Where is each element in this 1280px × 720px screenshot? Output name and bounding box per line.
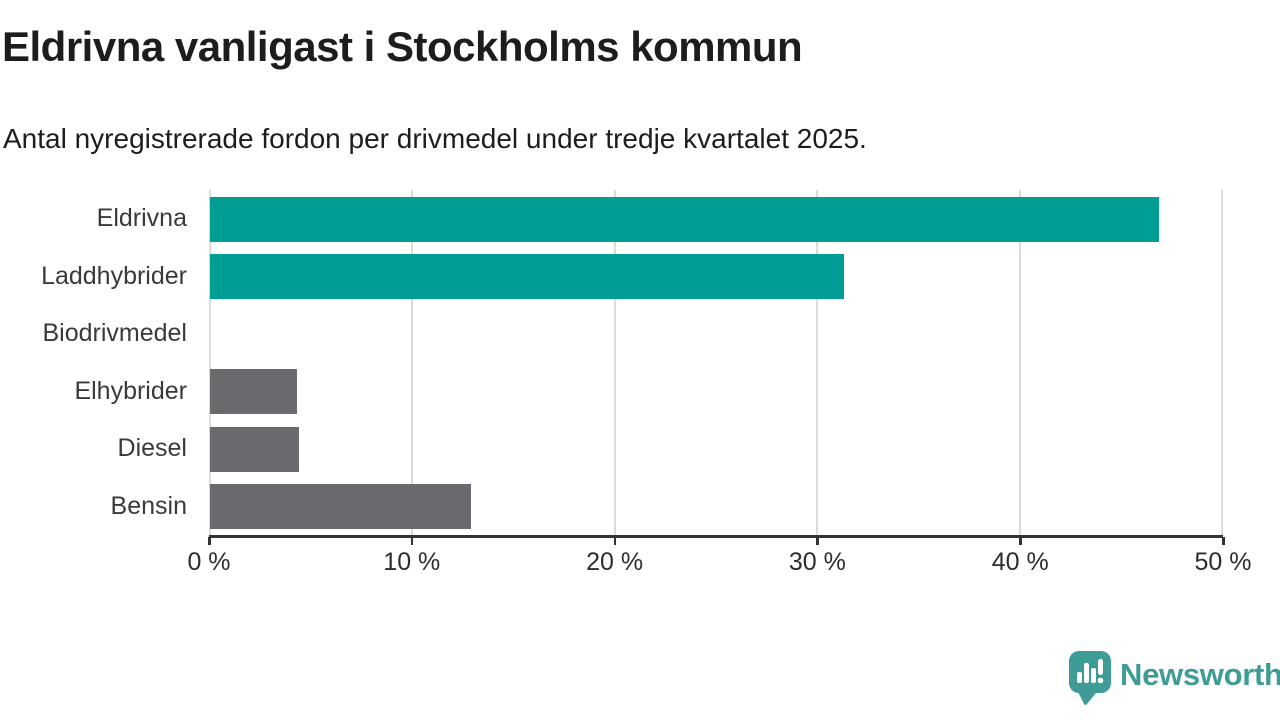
plot-area [209,190,1223,535]
bar-eldrivna [210,196,1160,242]
bar-row [210,248,1222,306]
newsworthy-wordmark: Newsworthy [1120,657,1280,692]
bar-bensin [210,484,472,529]
x-axis-tick-label: 20 % [586,548,644,576]
bar-row [210,190,1222,248]
x-axis-tick [613,537,617,545]
x-axis-line [209,535,1223,538]
y-axis-label-eldrivna: Eldrivna [96,204,187,232]
bar-rows [210,190,1222,535]
newsworthy-logo: Newsworthy [1068,650,1280,706]
x-axis-tick-label: 30 % [788,548,846,576]
y-axis-label-biodrivmedel: Biodrivmedel [42,319,187,347]
newsworthy-logo-icon [1069,651,1111,706]
bar-diesel [210,426,300,472]
x-axis: 0 % 10 % 20 % 30 % 40 % 50 % [187,535,1251,585]
x-axis-tick [1019,537,1022,545]
y-axis-label-elhybrider: Elhybrider [74,376,187,405]
gridline [613,190,616,535]
y-axis-label-laddhybrider: Laddhybrider [41,261,187,290]
chart-subtitle: Antal nyregistrerade fordon per drivmede… [3,123,867,154]
bar-row [210,363,1222,421]
y-axis-label-bensin: Bensin [110,491,187,520]
gridline [411,190,414,535]
gridline [209,190,211,535]
x-axis-tick [208,537,211,545]
x-axis-tick-label: 0 % [187,548,231,576]
y-axis-label-diesel: Diesel [117,434,187,462]
bar-elhybrider [210,369,298,414]
x-axis-tick [410,537,414,545]
gridline [1221,190,1223,535]
gridline [1018,190,1021,535]
bar-row [210,305,1222,363]
y-axis-labels: Eldrivna Laddhybrider Biodrivmedel Elhyb… [0,190,187,535]
chart-title: Eldrivna vanligast i Stockholms kommun [2,23,803,70]
x-axis-tick [816,537,819,545]
bar-laddhybrider [210,254,844,299]
gridline [816,190,819,535]
x-axis-tick-label: 10 % [383,548,441,576]
x-axis-tick-label: 40 % [991,548,1049,576]
bar-row [210,478,1222,536]
x-axis-tick [1222,537,1225,545]
x-axis-tick-label: 50 % [1194,548,1252,576]
bar-row [210,420,1222,478]
